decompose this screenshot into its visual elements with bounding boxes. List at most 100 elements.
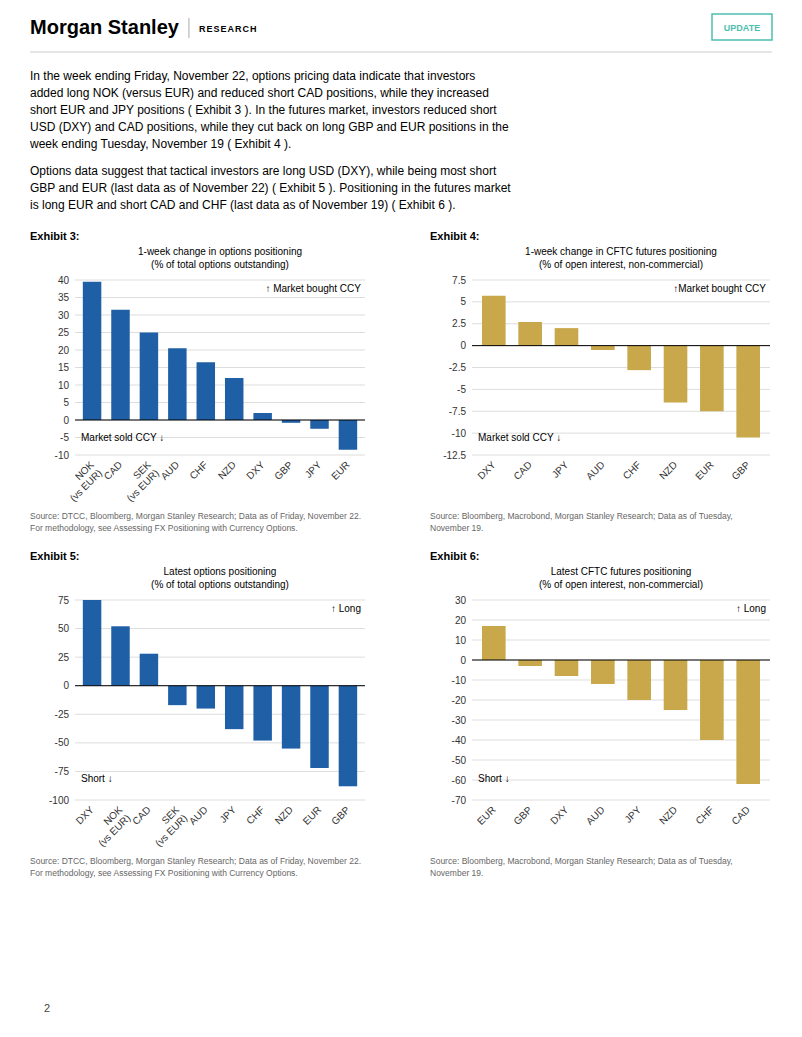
body-line: added long NOK (versus EUR) and reduced …: [30, 86, 489, 100]
zero-line: [75, 420, 365, 421]
y-tick-label: 10: [455, 635, 467, 646]
x-tick-label: AUD: [159, 459, 182, 482]
y-tick-label: 15: [58, 362, 70, 373]
y-tick-label: 40: [58, 275, 70, 286]
body-line: is long EUR and short CAD and CHF (last …: [30, 198, 456, 212]
x-tick-label-line: JPY: [622, 804, 643, 825]
x-tick-label: GBP: [272, 459, 295, 482]
bar: [83, 282, 101, 420]
bar: [482, 296, 506, 346]
x-tick-label: DXY: [74, 804, 97, 827]
y-tick-label: -2.5: [449, 362, 467, 373]
chart-subtitle: (% of open interest, non-commercial): [539, 259, 703, 270]
y-axis: -10-50510152025303540: [55, 275, 365, 461]
x-tick-label-line: CAD: [511, 459, 534, 482]
y-tick-label: -10: [55, 450, 70, 461]
grid-line: [472, 800, 770, 801]
x-tick-label-line: AUD: [584, 459, 607, 482]
grid-line: [75, 685, 365, 686]
y-tick-label: -30: [452, 715, 467, 726]
bar: [555, 660, 579, 676]
bar: [83, 600, 101, 686]
x-tick-label-line: CHF: [187, 459, 209, 481]
x-tick-label: CHF: [621, 459, 643, 481]
x-tick-label: NZD: [216, 459, 238, 481]
source-note: For methodology, see Assessing FX Positi…: [30, 868, 298, 878]
annotation: ↑ Long: [331, 603, 361, 614]
bar: [111, 626, 129, 685]
header: Morgan StanleyRESEARCHUPDATE: [30, 14, 772, 52]
page-number: 2: [44, 1002, 50, 1014]
grid-line: [472, 640, 770, 641]
chart-subtitle: 1-week change in options positioning: [138, 246, 302, 257]
x-tick-label: CAD: [102, 459, 125, 482]
y-axis: -100-75-50-250255075: [49, 595, 365, 806]
y-tick-label: 0: [460, 340, 466, 351]
y-tick-label: 25: [58, 652, 70, 663]
annotation: Short ↓: [81, 773, 113, 784]
bar: [282, 686, 300, 749]
grid-line: [75, 600, 365, 601]
grid-line: [75, 771, 365, 772]
x-tick-label-line: JPY: [217, 804, 238, 825]
y-tick-label: -70: [452, 795, 467, 806]
chart-subtitle: (% of total options outstanding): [151, 579, 289, 590]
page: Morgan StanleyRESEARCHUPDATE In the week …: [0, 0, 802, 1037]
grid-line: [75, 420, 365, 421]
y-axis: -70-60-50-40-30-20-100102030: [452, 595, 770, 806]
x-tick-label-line: (vs EUR): [124, 467, 160, 503]
zero-line: [472, 345, 770, 346]
y-tick-label: -20: [452, 695, 467, 706]
x-axis: EURGBPDXYAUDJPYNZDCHFCAD: [475, 804, 752, 827]
x-tick-label-line: CAD: [729, 804, 752, 827]
x-tick-label-line: (vs EUR): [96, 812, 132, 848]
x-tick-label: CHF: [187, 459, 209, 481]
y-tick-label: -10: [452, 428, 467, 439]
x-tick-label: NOK(vs EUR): [88, 804, 133, 849]
y-tick-label: -50: [452, 755, 467, 766]
y-tick-label: -7.5: [449, 406, 467, 417]
chart-subtitle: (% of open interest, non-commercial): [539, 579, 703, 590]
x-tick-label-line: (vs EUR): [68, 467, 104, 503]
x-tick-label-line: CAD: [102, 459, 125, 482]
grid-line: [472, 280, 770, 281]
bar: [197, 362, 215, 420]
x-axis: DXYNOK(vs EUR)CADSEK(vs EUR)AUDJPYCHFNZD…: [74, 804, 352, 849]
y-tick-label: 30: [455, 595, 467, 606]
source-note: Source: DTCC, Bloomberg, Morgan Stanley …: [30, 511, 361, 521]
bar: [482, 626, 506, 660]
grid-line: [75, 455, 365, 456]
body-line: week ending Tuesday, November 19 ( Exhib…: [29, 137, 291, 151]
grid-line: [75, 800, 365, 801]
x-tick-label-line: JPY: [303, 459, 324, 480]
annotation: ↑ Long: [736, 603, 766, 614]
x-tick-label: EUR: [693, 459, 716, 482]
y-tick-label: 10: [58, 380, 70, 391]
body-line: GBP and EUR (last data as of November 22…: [30, 181, 511, 195]
y-tick-label: -5: [457, 384, 466, 395]
y-tick-label: -10: [452, 675, 467, 686]
x-tick-label: CAD: [511, 459, 534, 482]
x-tick-label-line: NZD: [273, 804, 295, 826]
x-tick-label: CAD: [130, 804, 153, 827]
grid-line: [472, 780, 770, 781]
y-tick-label: 2.5: [452, 318, 466, 329]
x-tick-label: SEK(vs EUR): [145, 804, 190, 849]
x-tick-label-line: DXY: [74, 804, 97, 827]
y-tick-label: -5: [60, 432, 69, 443]
grid-line: [472, 660, 770, 661]
annotation: Short ↓: [478, 773, 510, 784]
bar: [555, 328, 579, 346]
grid-line: [472, 760, 770, 761]
body-text: In the week ending Friday, November 22, …: [29, 69, 511, 212]
x-tick-label: AUD: [584, 459, 607, 482]
update-label: UPDATE: [724, 23, 760, 33]
x-tick-label-line: CHF: [244, 804, 266, 826]
header-title: Morgan Stanley: [30, 16, 180, 38]
y-tick-label: 75: [58, 595, 70, 606]
grid-line: [472, 600, 770, 601]
source-note: November 19.: [430, 868, 483, 878]
bar: [225, 378, 243, 420]
bars: [75, 600, 365, 786]
bars: [472, 296, 770, 438]
